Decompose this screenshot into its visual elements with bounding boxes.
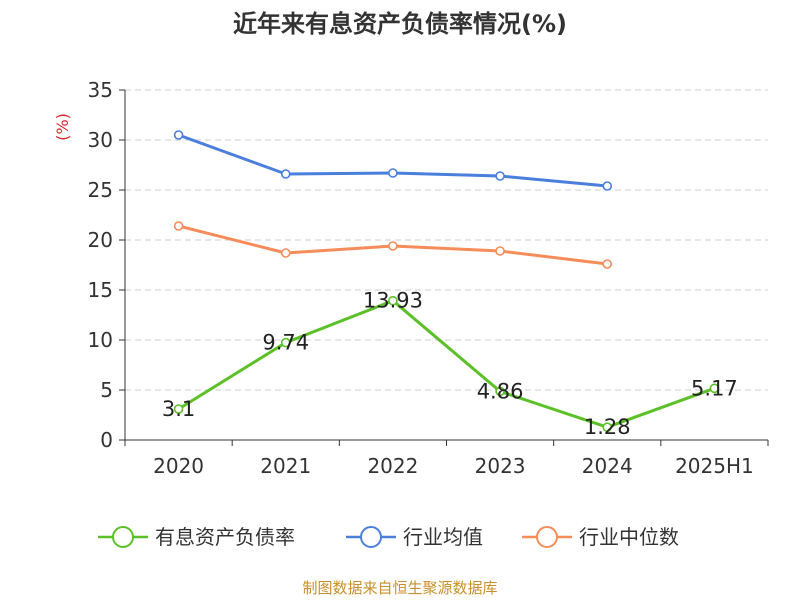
data-point [495, 386, 505, 397]
data-point [388, 241, 398, 251]
x-tick-label: 2022 [367, 454, 418, 478]
axes: 0 5 10 15 20 25 30 35 2020 2021 2022 2023 2024 2025H1 [88, 78, 769, 478]
legend-marker [360, 526, 382, 548]
data-label: 3.1 [162, 397, 195, 421]
y-tick-label: 5 [100, 378, 113, 402]
data-point [173, 404, 184, 414]
y-tick-label: 10 [88, 328, 113, 352]
legend-label: 有息资产负债率 [155, 525, 295, 549]
legend-label: 行业中位数 [579, 525, 679, 549]
data-point [709, 383, 720, 394]
legend-label: 行业均值 [403, 525, 483, 549]
data-point [388, 295, 398, 306]
series-1 [173, 130, 613, 191]
series-line [177, 299, 715, 429]
data-point [173, 221, 184, 231]
data-point [280, 248, 291, 258]
y-tick-label: 25 [88, 178, 113, 202]
chart-title: 近年来有息资产负债率情况(%) [233, 10, 567, 38]
data-label: 4.86 [477, 379, 524, 403]
y-tick-label: 20 [88, 228, 113, 252]
x-tick-label: 2024 [582, 454, 633, 478]
x-tick-label: 2025H1 [675, 454, 754, 478]
data-point [280, 337, 291, 348]
y-tick-label: 0 [100, 428, 113, 452]
y-tick-label: 35 [88, 78, 113, 102]
data-point [173, 130, 184, 140]
y-tick-label: 15 [88, 278, 113, 302]
legend-marker [112, 526, 134, 548]
y-tick-label: 30 [88, 128, 113, 152]
grid [125, 89, 768, 391]
data-point [602, 259, 613, 269]
data-point [280, 169, 291, 179]
x-tick-label: 2021 [260, 454, 311, 478]
legend-item: 有息资产负债率 [98, 525, 295, 549]
series-line [178, 133, 608, 188]
x-tick-label: 2020 [153, 454, 204, 478]
legend-item: 行业均值 [346, 525, 483, 549]
legend: 有息资产负债率 行业均值 行业中位数 [98, 525, 679, 549]
data-point [602, 422, 613, 433]
x-tick-label: 2023 [475, 454, 526, 478]
series-0: 3.1 9.74 13.93 4.86 1.28 5.17 [162, 289, 738, 440]
data-label: 5.17 [691, 376, 738, 400]
data-label: 1.28 [584, 415, 631, 439]
data-point [495, 171, 505, 181]
data-point [495, 246, 505, 256]
series-2 [173, 221, 613, 269]
data-point [602, 181, 613, 191]
series-layer: 3.1 9.74 13.93 4.86 1.28 5.17 [162, 130, 738, 440]
data-label: 9.74 [262, 331, 309, 355]
y-axis-label: (%) [53, 113, 72, 141]
legend-marker [536, 526, 558, 548]
source-note: 制图数据来自恒生聚源数据库 [302, 579, 497, 597]
data-point [388, 168, 398, 178]
legend-item: 行业中位数 [522, 525, 679, 549]
data-label: 13.93 [363, 289, 423, 313]
